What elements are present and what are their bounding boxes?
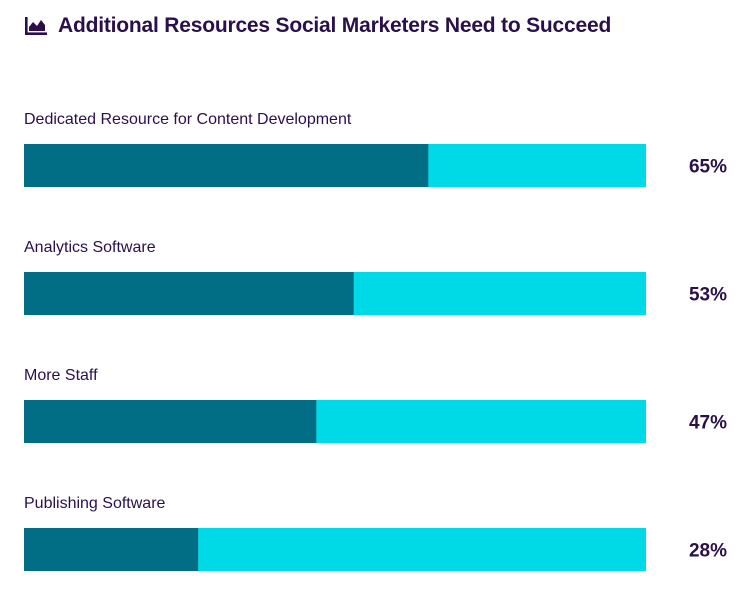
value-label: 47% bbox=[689, 413, 727, 434]
bar-fill bbox=[24, 144, 429, 187]
bar-row: Publishing Software 28% bbox=[24, 495, 727, 571]
chart-title: Additional Resources Social Marketers Ne… bbox=[58, 14, 612, 37]
bar-row: Dedicated Resource for Content Developme… bbox=[24, 111, 727, 187]
value-label: 65% bbox=[689, 157, 727, 178]
value-label: 28% bbox=[689, 541, 727, 562]
category-label: Analytics Software bbox=[24, 239, 156, 256]
bar-fill bbox=[24, 528, 199, 571]
category-label: Publishing Software bbox=[24, 495, 166, 512]
category-label: Dedicated Resource for Content Developme… bbox=[24, 111, 352, 128]
value-label: 53% bbox=[689, 285, 727, 306]
chart-header: Additional Resources Social Marketers Ne… bbox=[24, 14, 611, 38]
category-label: More Staff bbox=[24, 367, 98, 384]
bar-fill bbox=[24, 400, 317, 443]
bar-chart-icon bbox=[25, 17, 47, 35]
bar-fill bbox=[24, 272, 354, 315]
bar-row: More Staff 47% bbox=[24, 367, 727, 443]
bar-row: Analytics Software 53% bbox=[24, 239, 727, 315]
